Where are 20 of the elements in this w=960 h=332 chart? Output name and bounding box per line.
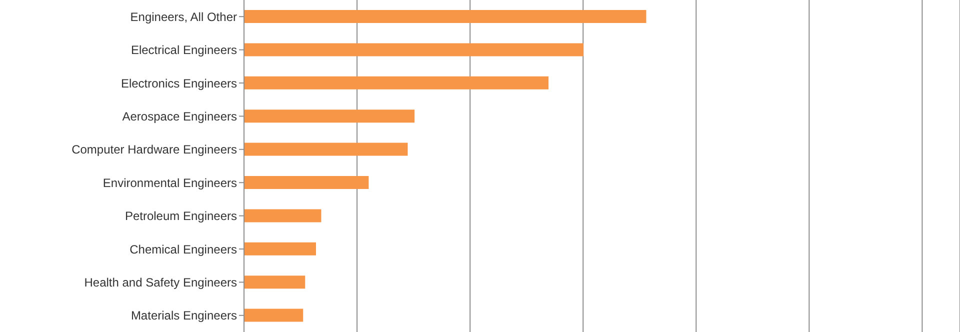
y-tick-label: Electrical Engineers <box>130 43 237 58</box>
y-tick-label: Aerospace Engineers <box>122 109 237 124</box>
y-tick-label: Chemical Engineers <box>130 242 237 256</box>
bar <box>244 308 304 322</box>
bar <box>244 209 322 222</box>
bar <box>244 76 548 90</box>
y-tick-label: Environmental Engineers <box>102 176 237 190</box>
bar <box>244 176 369 189</box>
y-tick-label: Computer Hardware Engineers <box>72 142 237 157</box>
y-tick-label: Engineers, All Other <box>130 10 237 24</box>
y-tick-label: Electronics Engineers <box>120 76 237 90</box>
bar <box>244 142 408 156</box>
bar <box>244 43 584 56</box>
y-tick-label: Health and Safety Engineers <box>84 275 237 290</box>
bar <box>244 10 646 23</box>
bar <box>244 110 415 123</box>
bar <box>244 242 316 256</box>
bar <box>244 276 306 289</box>
y-tick-label: Petroleum Engineers <box>124 209 237 224</box>
y-tick-label: Materials Engineers <box>130 308 237 323</box>
